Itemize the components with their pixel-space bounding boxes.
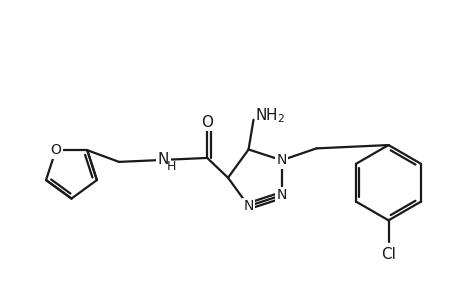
Text: N: N [276,188,286,202]
Text: N: N [157,152,169,167]
Text: O: O [201,115,213,130]
Text: O: O [50,143,61,157]
Text: N: N [243,199,253,213]
Text: Cl: Cl [380,247,395,262]
Text: NH$_2$: NH$_2$ [255,106,285,125]
Text: N: N [276,153,286,167]
Text: H: H [167,160,176,173]
